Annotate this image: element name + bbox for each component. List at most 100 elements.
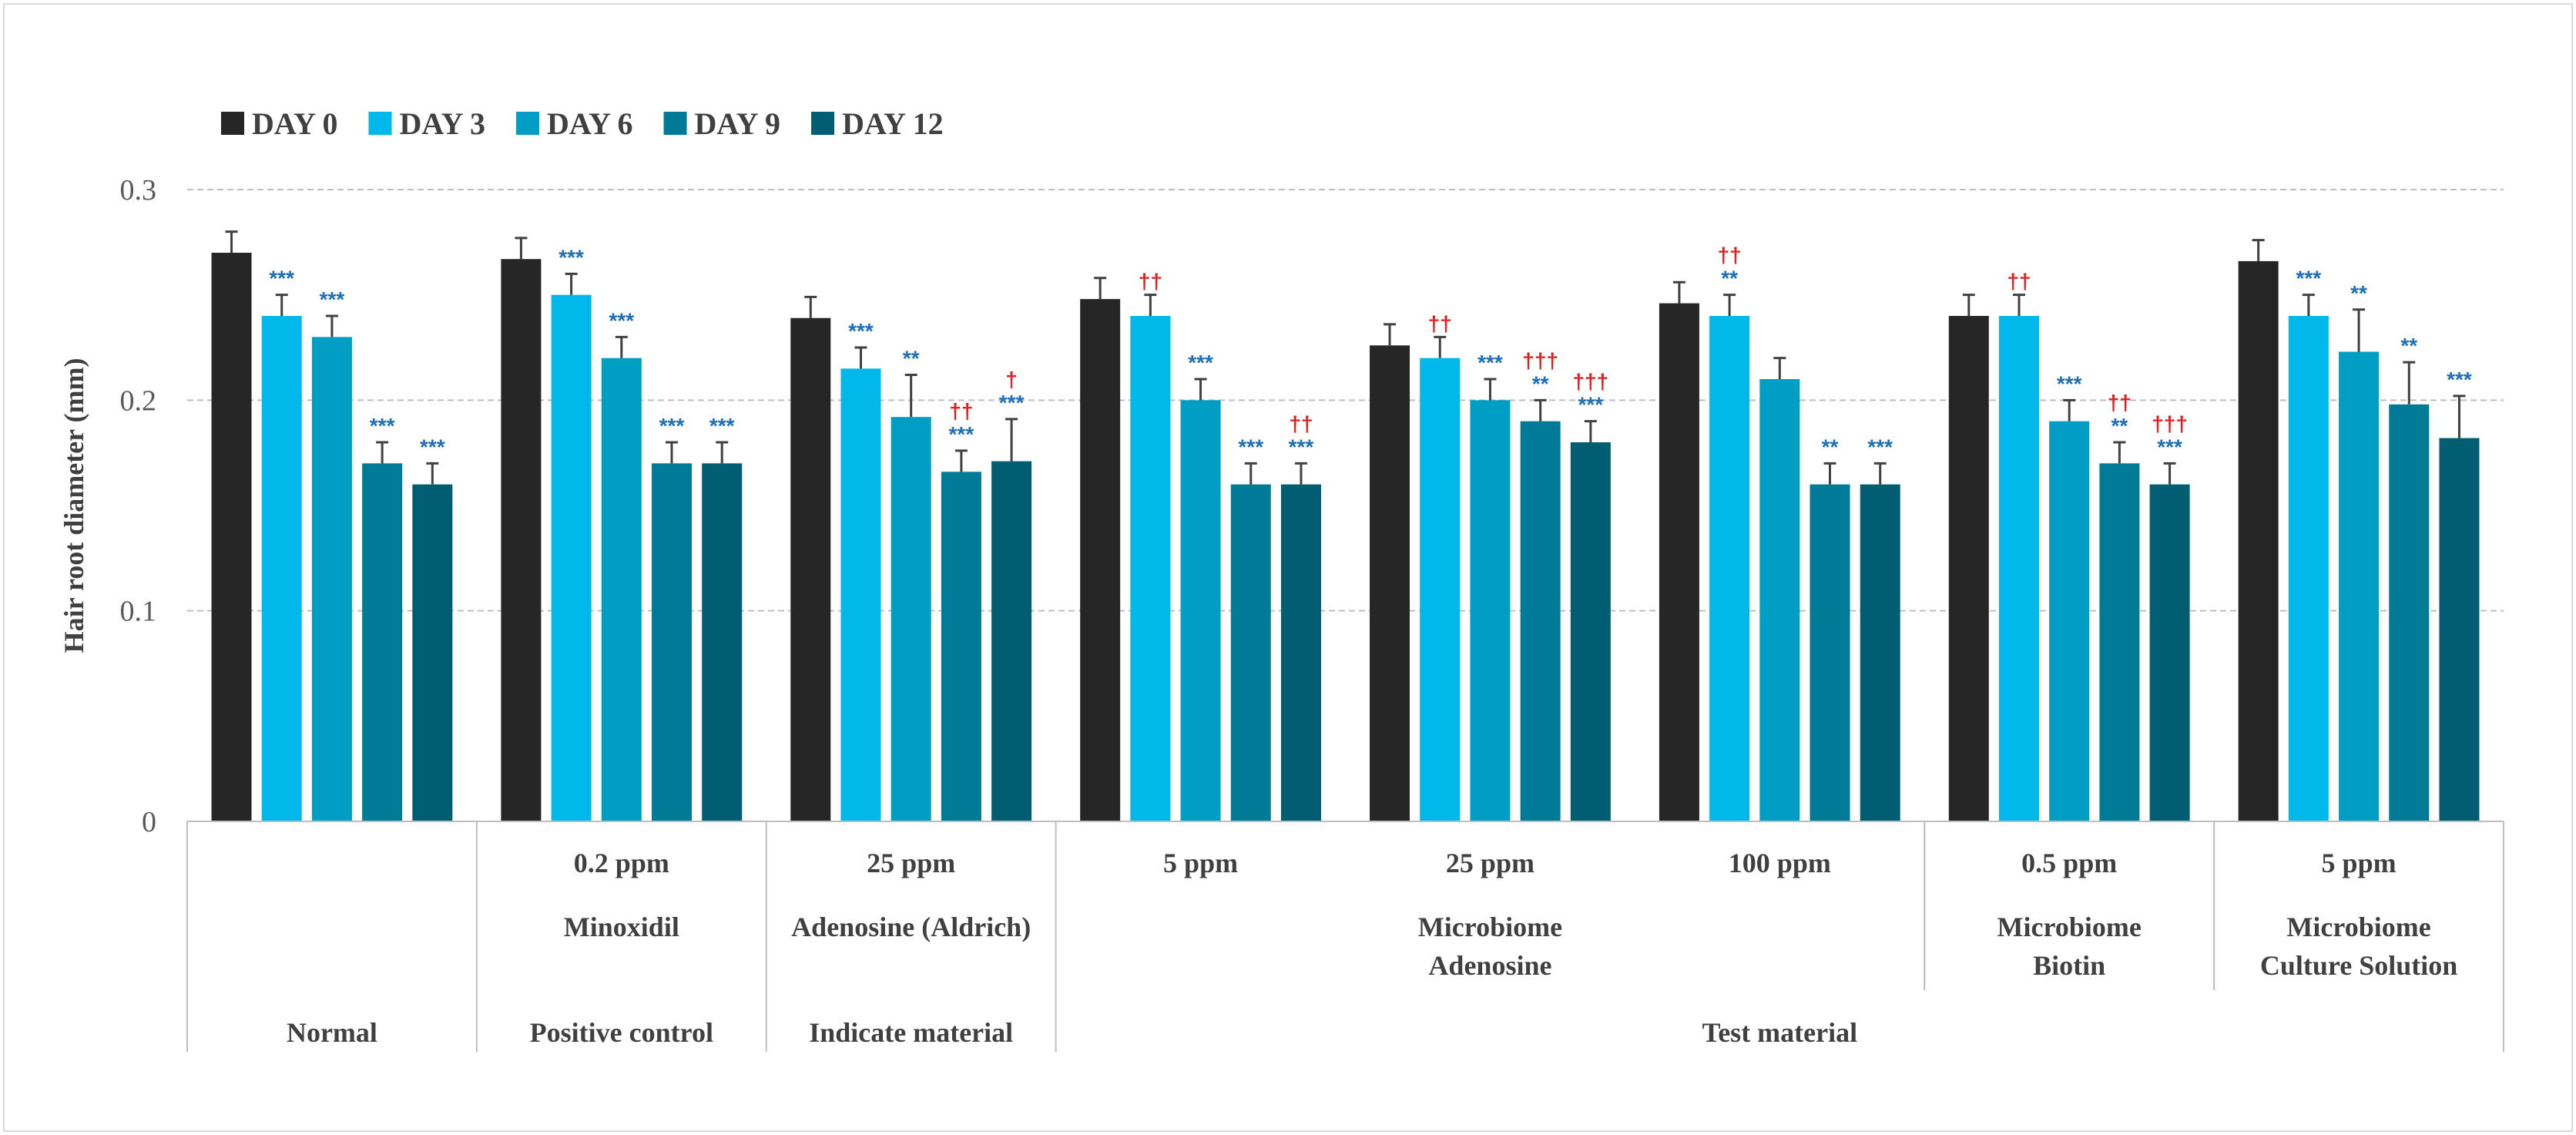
bar xyxy=(840,368,881,821)
bar xyxy=(362,463,403,821)
bar xyxy=(790,317,831,821)
legend-swatch xyxy=(811,112,835,135)
significance-label: ** xyxy=(2350,281,2367,305)
bar xyxy=(2288,316,2329,821)
bar xyxy=(211,253,252,821)
bar xyxy=(1080,299,1121,822)
material-label: Adenosine xyxy=(1428,950,1551,981)
x-axis-table: 0.2 ppm 25 ppm 5 ppm 25 ppm 100 ppm 0.5 ppm 5 … xyxy=(186,821,2504,1052)
bar xyxy=(1230,484,1271,821)
significance-label: *** xyxy=(2296,267,2322,290)
bar xyxy=(1860,484,1900,821)
bar xyxy=(1370,345,1410,821)
bar xyxy=(2099,463,2140,821)
dagger-label: ††† xyxy=(2152,411,2188,435)
material-label: Minoxidil xyxy=(564,912,679,942)
bar xyxy=(2439,438,2480,821)
dagger-label: ††† xyxy=(1522,348,1558,372)
y-tick-label: 0.3 xyxy=(120,174,157,207)
dagger-label: † xyxy=(1005,368,1018,391)
significance-label: *** xyxy=(370,414,395,438)
y-tick-label: 0.2 xyxy=(120,384,157,417)
legend[interactable]: DAY 0 DAY 3 DAY 6 DAY 9 DAY 12 xyxy=(221,106,944,141)
significance-label: *** xyxy=(320,287,345,311)
bar xyxy=(941,472,981,821)
legend-swatch xyxy=(221,112,244,135)
significance-label: *** xyxy=(1578,393,1603,417)
dose-label: 0.5 ppm xyxy=(2021,848,2117,878)
bar xyxy=(1759,379,1800,821)
significance-label: *** xyxy=(269,267,294,290)
significance-label: *** xyxy=(848,319,874,343)
dose-label: 5 ppm xyxy=(2322,848,2397,878)
bars xyxy=(211,230,2480,822)
y-tick-label: 0.1 xyxy=(120,596,157,628)
bar xyxy=(2339,351,2380,821)
significance-label: *** xyxy=(949,422,974,446)
legend-label: DAY 3 xyxy=(400,106,486,141)
bar xyxy=(551,294,592,822)
significance-label: *** xyxy=(420,435,445,458)
legend-item[interactable]: DAY 9 xyxy=(663,106,781,141)
dose-label: 25 ppm xyxy=(1446,848,1535,878)
legend-item[interactable]: DAY 12 xyxy=(811,106,944,141)
legend-label: DAY 9 xyxy=(695,106,781,141)
bar xyxy=(702,463,743,821)
bar xyxy=(1948,316,1989,821)
material-label: Microbiome xyxy=(1997,912,2142,942)
bar xyxy=(601,358,642,822)
group-label: Indicate material xyxy=(809,1017,1013,1048)
bar xyxy=(1420,358,1461,822)
bar xyxy=(2049,421,2090,821)
bar xyxy=(991,461,1032,821)
significance-label: *** xyxy=(2447,368,2472,391)
significance-label: *** xyxy=(2157,435,2182,458)
material-label: Adenosine (Aldrich) xyxy=(791,912,1031,942)
legend-item[interactable]: DAY 3 xyxy=(368,106,486,141)
material-label: Microbiome xyxy=(2286,912,2430,942)
material-label: Culture Solution xyxy=(2260,950,2457,981)
legend-label: DAY 0 xyxy=(252,106,338,141)
group-label: Normal xyxy=(287,1017,377,1048)
dose-label: 100 ppm xyxy=(1729,848,1831,878)
significance-label: *** xyxy=(659,414,685,438)
significance-label: *** xyxy=(1478,351,1503,374)
significance-label: ** xyxy=(2400,334,2417,358)
dose-label: 5 ppm xyxy=(1163,848,1238,878)
bar xyxy=(2149,484,2190,821)
significance-label: *** xyxy=(1238,435,1263,458)
bar xyxy=(1130,316,1171,821)
significance-label: ** xyxy=(903,347,920,371)
significance-label: *** xyxy=(709,414,735,438)
bar xyxy=(1180,400,1221,821)
dagger-label: †† xyxy=(1139,270,1162,294)
dagger-label: †† xyxy=(949,399,973,423)
significance-label: ** xyxy=(2111,414,2128,438)
bar xyxy=(1470,400,1511,821)
significance-label: ** xyxy=(1532,371,1549,395)
bar xyxy=(652,463,693,821)
significance-label: *** xyxy=(609,308,634,332)
legend-item[interactable]: DAY 6 xyxy=(516,106,633,141)
dose-label: 25 ppm xyxy=(867,848,955,878)
material-label: Microbiome xyxy=(1418,912,1562,942)
bar xyxy=(261,316,302,821)
significance-label: *** xyxy=(2057,371,2082,395)
y-axis-label: Hair root diameter (mm) xyxy=(59,358,89,653)
bar xyxy=(311,337,352,821)
bar xyxy=(2389,404,2430,821)
bar xyxy=(501,259,542,821)
dagger-label: †† xyxy=(2108,391,2132,415)
legend-swatch xyxy=(663,112,687,135)
y-axis: 0 0.1 0.2 0.3 xyxy=(120,174,157,838)
bar xyxy=(1659,303,1699,822)
legend-label: DAY 12 xyxy=(842,106,944,141)
significance-label: *** xyxy=(1289,435,1314,458)
dose-label: 0.2 ppm xyxy=(574,848,669,878)
dagger-label: †† xyxy=(1289,411,1313,435)
bar xyxy=(1709,316,1750,821)
legend-swatch xyxy=(516,112,540,135)
legend-item[interactable]: DAY 0 xyxy=(221,106,338,141)
legend-swatch xyxy=(368,112,392,135)
